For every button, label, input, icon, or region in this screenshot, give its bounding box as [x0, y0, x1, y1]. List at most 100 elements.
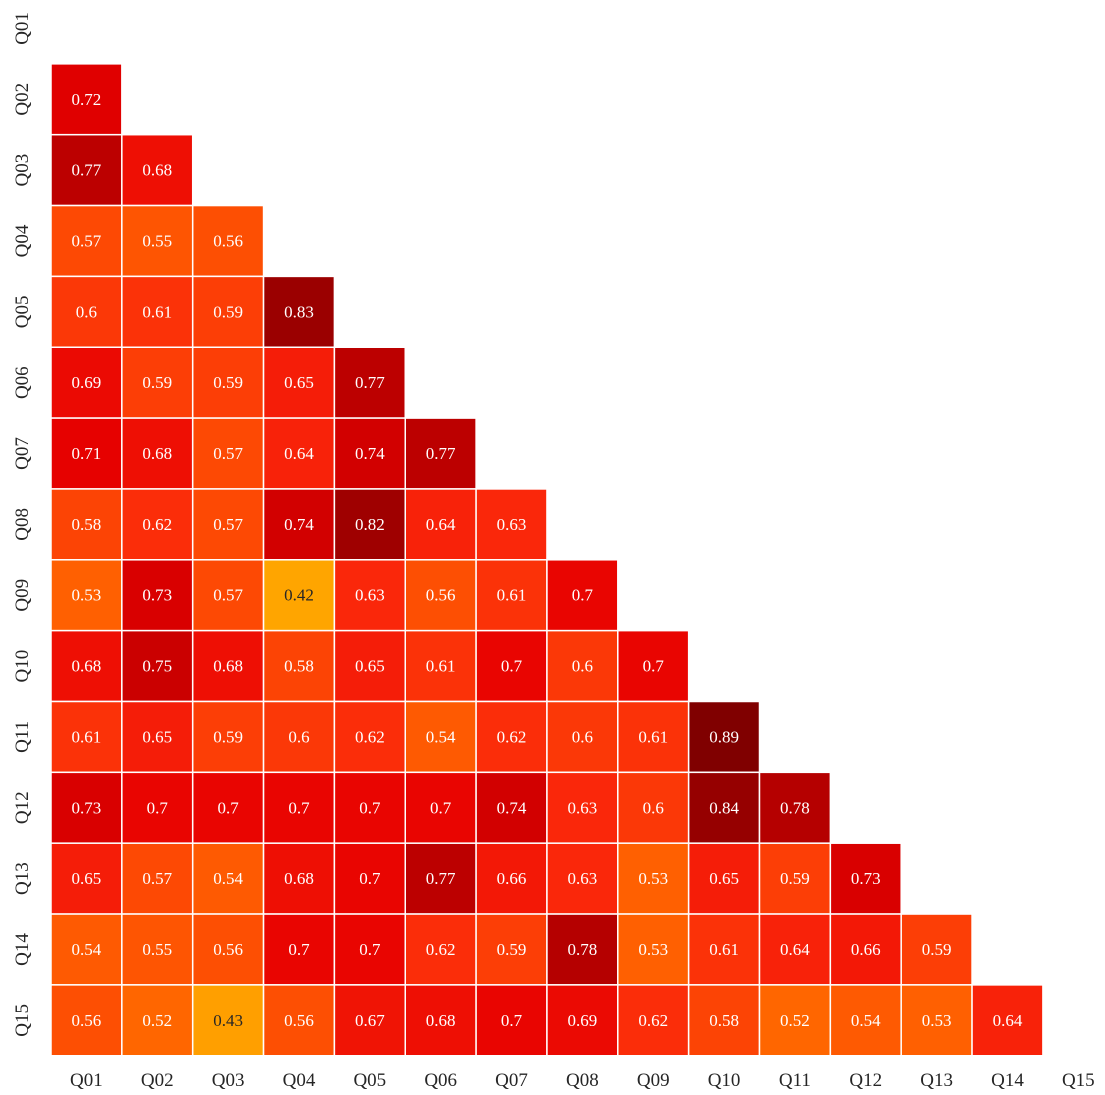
cell-value-label: 0.83 [284, 302, 314, 321]
x-tick-label: Q15 [1062, 1070, 1095, 1091]
cell-value-label: 0.59 [142, 373, 172, 392]
cell-value-label: 0.63 [567, 869, 597, 888]
heatmap-cell [475, 842, 548, 915]
y-tick-label: Q02 [12, 83, 33, 116]
cell-value-label: 0.75 [142, 657, 172, 676]
cell-value-label: 0.61 [72, 727, 102, 746]
cell-value-label: 0.56 [213, 231, 243, 250]
heatmap-cell [475, 629, 548, 703]
cell-value-label: 0.77 [426, 869, 456, 888]
heatmap-cell [262, 771, 336, 844]
heatmap-cell [617, 629, 690, 703]
cell-value-label: 0.53 [72, 586, 102, 605]
cell-value-label: 0.68 [284, 869, 314, 888]
heatmap-cell [404, 984, 477, 1057]
x-tick-label: Q12 [849, 1070, 882, 1091]
heatmap-cell [121, 133, 194, 207]
cell-value-label: 0.7 [643, 657, 665, 676]
heatmap-cell [50, 559, 123, 632]
cell-value-label: 0.74 [497, 798, 527, 817]
cell-value-label: 0.74 [284, 515, 314, 534]
heatmap-cell [687, 913, 761, 986]
x-tick-label: Q13 [920, 1070, 953, 1091]
cell-value-label: 0.6 [76, 302, 97, 321]
heatmap-cell [687, 842, 761, 915]
cell-value-label: 0.59 [213, 373, 243, 392]
heatmap-cell [50, 417, 123, 490]
heatmap-cell [617, 984, 690, 1057]
heatmap-cell [758, 771, 832, 844]
y-tick-label: Q13 [12, 862, 33, 895]
heatmap-cell [829, 842, 902, 915]
heatmap-cell [333, 984, 406, 1057]
heatmap-cell [50, 63, 123, 136]
heatmap-cell [546, 984, 619, 1057]
cell-value-label: 0.6 [288, 727, 309, 746]
x-tick-label: Q07 [495, 1070, 528, 1091]
cell-value-label: 0.7 [572, 586, 594, 605]
cell-value-label: 0.42 [284, 586, 314, 605]
cell-value-label: 0.68 [72, 657, 102, 676]
cell-value-label: 0.67 [355, 1011, 385, 1030]
heatmap-cell [121, 488, 194, 561]
cell-value-label: 0.58 [72, 515, 102, 534]
cell-value-label: 0.59 [497, 940, 527, 959]
cell-value-label: 0.7 [501, 1011, 523, 1030]
heatmap-cells: 0.72 0.77 0.68 0.57 0.55 0.56 0.6 0.61 0.59 0.83 0… [50, 63, 1044, 1057]
cell-value-label: 0.62 [497, 727, 527, 746]
heatmap-cell [546, 700, 619, 774]
cell-value-label: 0.63 [497, 515, 527, 534]
heatmap-cell [191, 700, 265, 774]
heatmap-cell [121, 984, 194, 1057]
heatmap-cell [758, 984, 832, 1057]
heatmap-cell [758, 913, 832, 986]
heatmap-cell [121, 700, 194, 774]
heatmap-cell [475, 488, 548, 561]
cell-value-label: 0.59 [213, 302, 243, 321]
heatmap-cell [262, 984, 336, 1057]
heatmap-cell [262, 842, 336, 915]
cell-value-label: 0.7 [501, 657, 523, 676]
x-tick-label: Q05 [353, 1070, 386, 1091]
cell-value-label: 0.56 [72, 1011, 102, 1030]
heatmap-cell [262, 417, 336, 490]
cell-value-label: 0.57 [213, 444, 243, 463]
cell-value-label: 0.54 [851, 1011, 881, 1030]
cell-value-label: 0.65 [142, 727, 172, 746]
heatmap-cell [121, 417, 194, 490]
heatmap-cell [900, 913, 973, 986]
cell-value-label: 0.59 [213, 727, 243, 746]
y-axis-tick-labels: Q01 Q02 Q03 Q04 Q05 Q06 Q07 Q08 Q09 Q10 Q11 Q12 Q13 Q… [12, 12, 33, 1037]
cell-value-label: 0.72 [72, 90, 102, 109]
cell-value-label: 0.73 [851, 869, 881, 888]
cell-value-label: 0.61 [638, 727, 668, 746]
cell-value-label: 0.6 [572, 657, 593, 676]
y-tick-label: Q03 [12, 154, 33, 187]
cell-value-label: 0.54 [426, 727, 456, 746]
x-tick-label: Q10 [708, 1070, 741, 1091]
cell-value-label: 0.53 [638, 940, 668, 959]
cell-value-label: 0.56 [213, 940, 243, 959]
y-tick-label: Q05 [12, 295, 33, 328]
cell-value-label: 0.57 [72, 231, 102, 250]
cell-value-label: 0.57 [213, 586, 243, 605]
x-tick-label: Q02 [141, 1070, 174, 1091]
cell-value-label: 0.58 [709, 1011, 739, 1030]
y-tick-label: Q04 [12, 224, 33, 257]
cell-value-label: 0.66 [851, 940, 881, 959]
cell-value-label: 0.65 [709, 869, 739, 888]
cell-value-label: 0.59 [922, 940, 952, 959]
cell-value-label: 0.7 [147, 798, 169, 817]
cell-value-label: 0.56 [426, 586, 456, 605]
heatmap-cell [404, 913, 477, 986]
y-tick-label: Q11 [12, 721, 33, 753]
cell-value-label: 0.64 [284, 444, 314, 463]
x-tick-label: Q03 [212, 1070, 245, 1091]
cell-value-label: 0.68 [142, 444, 172, 463]
cell-value-label: 0.57 [142, 869, 172, 888]
cell-value-label: 0.6 [572, 727, 593, 746]
cell-value-label: 0.6 [643, 798, 664, 817]
heatmap-cell [262, 346, 336, 419]
cell-value-label: 0.65 [72, 869, 102, 888]
cell-value-label: 0.68 [213, 657, 243, 676]
